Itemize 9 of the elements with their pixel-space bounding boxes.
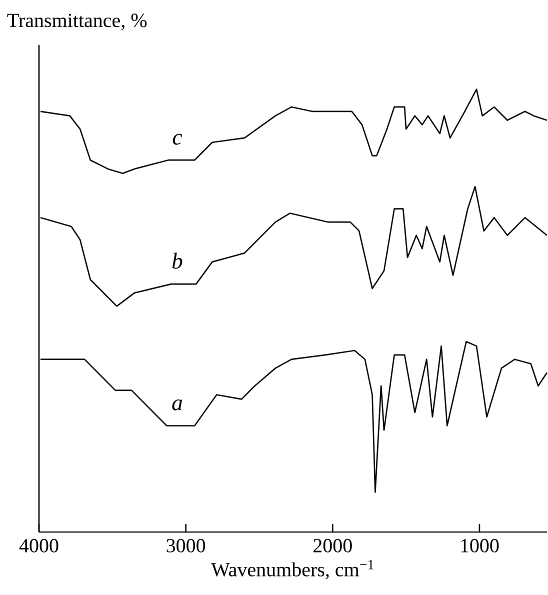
x-tick-label: 3000 xyxy=(166,538,206,552)
x-tick-label: 4000 xyxy=(20,538,58,552)
x-axis-title: Wavenumbers, cm$^{−1}$ xyxy=(211,560,374,580)
x-tick-label: 1000 xyxy=(461,538,499,552)
x-tick-label: 2000 xyxy=(314,538,352,552)
series-label: b xyxy=(172,252,182,269)
series-label: c xyxy=(173,134,182,145)
series-label: a xyxy=(172,400,182,410)
y-axis-title: Transmittance, % xyxy=(7,14,147,30)
